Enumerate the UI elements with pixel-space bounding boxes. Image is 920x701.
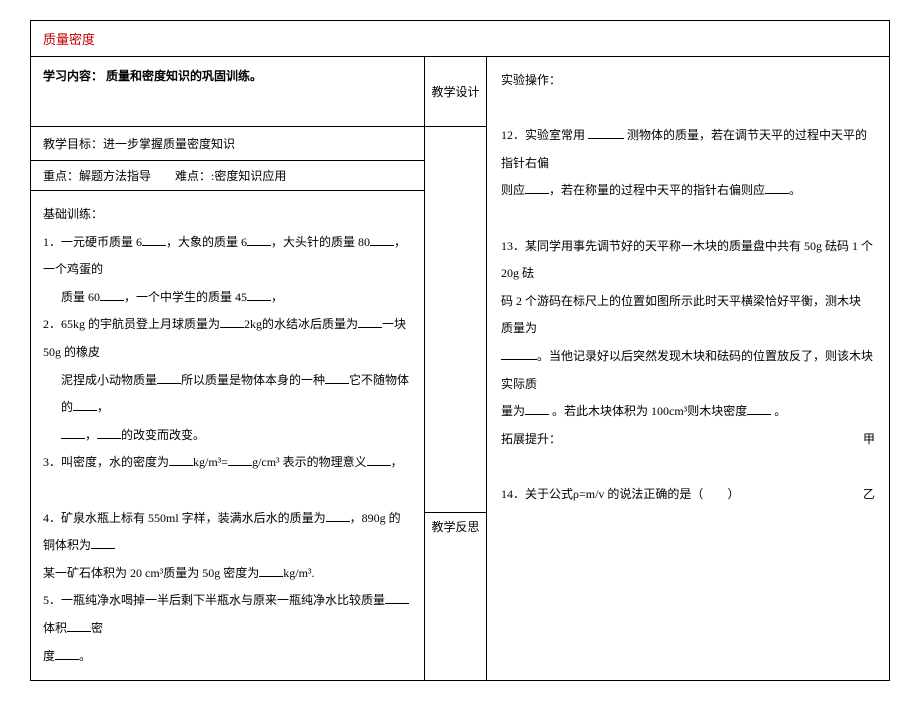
ext-heading: 拓展提升： <box>501 426 561 454</box>
q1-c: ，大头针的质量 80 <box>271 235 370 249</box>
reflect-label: 教学反思 <box>431 518 479 535</box>
q2-e: 所以质量是物体本身的一种 <box>181 373 325 387</box>
q5-line1: 5．一瓶纯净水喝掉一半后剩下半瓶水与原来一瓶纯净水比较质量体积 密 <box>43 587 412 642</box>
q1-line1: 1．一元硬币质量 6，大象的质量 6，大头针的质量 80，一个鸡蛋的 <box>43 229 412 284</box>
q13-line4: 量为 。若此木块体积为 100cm³则木块密度 。 <box>501 398 875 426</box>
q5-b: 体积 <box>43 621 67 635</box>
objective-text: 教学目标：进一步掌握质量密度知识 <box>43 137 235 151</box>
q2-a: 2．65kg 的宇航员登上月球质量为 <box>43 317 220 331</box>
q14-b: ） <box>727 487 739 501</box>
study-header: 学习内容： 质量和密度知识的巩固训练。 <box>31 57 424 127</box>
worksheet-title: 质量密度 <box>43 32 95 47</box>
base-heading: 基础训练： <box>43 201 412 229</box>
q12-line1: 12．实验室常用 测物体的质量，若在调节天平的过程中天平的指针右偏 <box>501 122 875 177</box>
content-row: 学习内容： 质量和密度知识的巩固训练。 教学目标：进一步掌握质量密度知识 重点：… <box>31 57 889 680</box>
key-row: 重点：解题方法指导 难点：:密度知识应用 <box>31 161 424 191</box>
q13-c: 。当他记录好以后突然发现木块和砝码的位置放反了，则该木块实际质 <box>501 349 873 391</box>
study-label: 学习内容： <box>43 69 103 83</box>
q13-e: 。若此木块体积为 100cm³则木块密度 <box>549 404 747 418</box>
q5-d: 度 <box>43 649 55 663</box>
right-column: 实验操作： 12．实验室常用 测物体的质量，若在调节天平的过程中天平的指针右偏 … <box>487 57 889 680</box>
left-column: 学习内容： 质量和密度知识的巩固训练。 教学目标：进一步掌握质量密度知识 重点：… <box>31 57 425 680</box>
q3-a: 3．叫密度，水的密度为 <box>43 455 169 469</box>
q12-line2: 则应 ，若在称量的过程中天平的指针右偏则应 。 <box>501 177 875 205</box>
q13-line2: 码 2 个游码在标尺上的位置如图所示此时天平横梁恰好平衡，测木块 质量为 <box>501 288 875 343</box>
study-content: 质量和密度知识的巩固训练。 <box>106 69 262 83</box>
q1-g: ， <box>271 290 283 304</box>
ext-right: 甲 <box>863 426 875 454</box>
q2-line1: 2．65kg 的宇航员登上月球质量为2kg的水结冰后质量为一块 50g 的橡皮 <box>43 311 412 366</box>
q3-d: ， <box>391 455 403 469</box>
reflect-cell: 教学反思 <box>425 512 486 540</box>
q2-line3: ， 的改变而改变。 <box>43 422 412 450</box>
q14-a: 14．关于公式ρ=m/v 的说法正确的是（ <box>501 487 703 501</box>
q4-line2: 某一矿石体积为 20 cm³质量为 50g 密度为 kg/m³. <box>43 560 412 588</box>
q14-right: 乙 <box>863 481 875 509</box>
q13-line1: 13．某同学用事先调节好的天平称一木块的质量盘中共有 50g 砝码 1 个 20… <box>501 233 875 288</box>
q5-e: 。 <box>79 649 91 663</box>
middle-column: 教学设计 教学反思 <box>425 57 487 680</box>
q14-left: 14．关于公式ρ=m/v 的说法正确的是（ ） <box>501 481 739 509</box>
q1-e: 质量 60 <box>61 290 100 304</box>
q3-line1: 3．叫密度，水的密度为 kg/m³= g/cm³ 表示的物理意义 ， <box>43 449 412 477</box>
q1-f: ，一个中学生的质量 45 <box>124 290 247 304</box>
q2-d: 泥捏成小动物质量 <box>61 373 157 387</box>
q14-line: 14．关于公式ρ=m/v 的说法正确的是（ ） 乙 <box>501 481 875 509</box>
q2-i: 的改变而改变。 <box>121 428 205 442</box>
title-row: 质量密度 <box>31 21 889 57</box>
q12-d: ，若在称量的过程中天平的指针右偏则应 <box>549 183 765 197</box>
objective-row: 教学目标：进一步掌握质量密度知识 <box>31 127 424 161</box>
q2-g: ， <box>97 400 109 414</box>
left-body: 基础训练： 1．一元硬币质量 6，大象的质量 6，大头针的质量 80，一个鸡蛋的… <box>31 191 424 680</box>
q1-line2: 质量 60 ，一个中学生的质量 45 ， <box>43 284 412 312</box>
q12-c: 则应 <box>501 183 525 197</box>
q13-line3: 。当他记录好以后突然发现木块和砝码的位置放反了，则该木块实际质 <box>501 343 875 398</box>
q2-b: 2kg的水结冰后质量为 <box>244 317 358 331</box>
q1-b: ，大象的质量 6 <box>166 235 247 249</box>
worksheet-outer: 质量密度 学习内容： 质量和密度知识的巩固训练。 教学目标：进一步掌握质量密度知… <box>30 20 890 681</box>
q4-c: 某一矿石体积为 20 cm³质量为 50g 密度为 <box>43 566 259 580</box>
q2-h: ， <box>85 428 97 442</box>
q5-c: 密 <box>91 621 103 635</box>
q13-f: 。 <box>771 404 786 418</box>
q13-d: 量为 <box>501 404 525 418</box>
q12-a: 12．实验室常用 <box>501 128 588 142</box>
design-cell: 教学设计 <box>425 57 486 127</box>
design-label: 教学设计 <box>431 83 479 100</box>
key-point: 重点：解题方法指导 <box>43 169 151 183</box>
q3-b: kg/m³= <box>193 455 228 469</box>
q3-c: g/cm³ 表示的物理意义 <box>252 455 367 469</box>
middle-empty <box>425 127 486 512</box>
q5-line2: 度。 <box>43 643 412 671</box>
difficult-point: 难点：:密度知识应用 <box>175 169 286 183</box>
q5-a: 5．一瓶纯净水喝掉一半后剩下半瓶水与原来一瓶纯净水比较质量 <box>43 593 385 607</box>
q1-a: 1．一元硬币质量 6 <box>43 235 142 249</box>
q4-line1: 4．矿泉水瓶上标有 550ml 字样，装满水后水的质量为，890g 的铜体积为 <box>43 505 412 560</box>
q12-e: 。 <box>789 183 801 197</box>
q4-d: kg/m³. <box>283 566 314 580</box>
right-heading: 实验操作： <box>501 67 875 95</box>
q2-line2: 泥捏成小动物质量所以质量是物体本身的一种它不随物体的， <box>43 367 412 422</box>
q4-a: 4．矿泉水瓶上标有 550ml 字样，装满水后水的质量为 <box>43 511 326 525</box>
ext-line: 拓展提升： 甲 <box>501 426 875 454</box>
